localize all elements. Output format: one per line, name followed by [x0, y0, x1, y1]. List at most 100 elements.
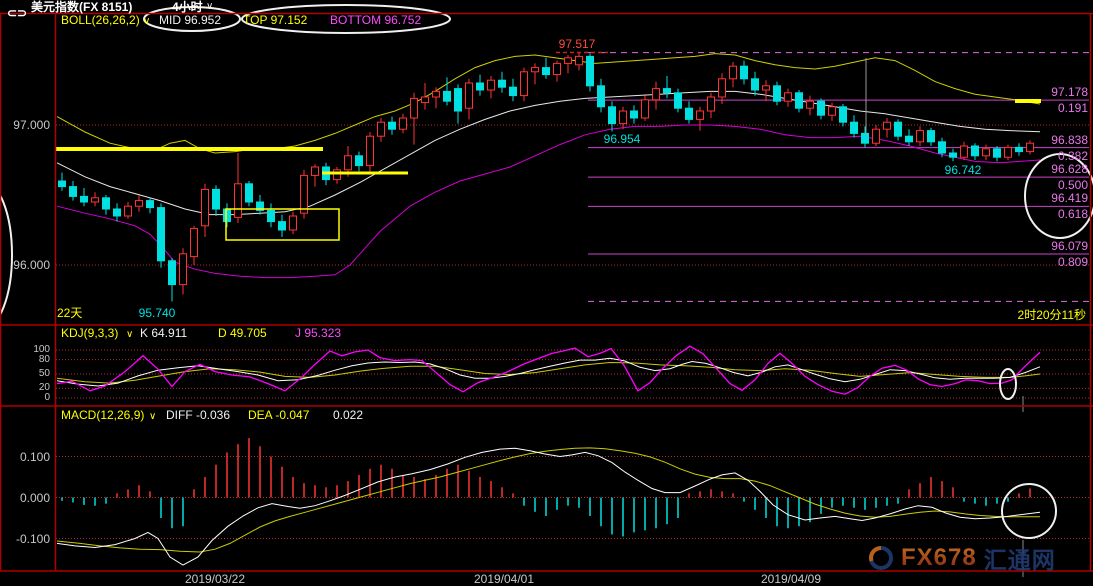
panel-borders [0, 12, 1093, 572]
kdj-axis-label: 80 [38, 353, 50, 365]
candle-up [718, 78, 726, 98]
fib-ratio-label: 0.382 [1057, 148, 1088, 163]
candle-down [212, 188, 220, 210]
candle-down [256, 201, 264, 211]
macd-hist-value: 0.022 [333, 408, 364, 422]
candle-down [861, 132, 869, 144]
candle-down [597, 85, 605, 108]
candle-up [982, 148, 990, 157]
boll-bottom-value: BOTTOM 96.752 [330, 13, 422, 27]
candle-down [388, 121, 396, 130]
candle-up [564, 57, 572, 64]
date-axis-label: 2019/04/09 [760, 572, 822, 586]
candle-up [432, 90, 440, 98]
instrument-icon: ⊂⊃ [7, 6, 28, 20]
boll-indicator-label[interactable]: BOLL(26,26,2) [61, 13, 140, 27]
candle-down [509, 86, 517, 97]
candle-up [828, 106, 836, 116]
candle-up [729, 65, 737, 80]
candle-up [1004, 146, 1012, 158]
candle-down [454, 88, 462, 112]
candle-up [300, 174, 308, 214]
macd-axis-label: -0.100 [15, 531, 50, 546]
candle-up [333, 169, 341, 181]
candle-up [465, 82, 473, 109]
candle-down [542, 67, 550, 76]
kdj-j-value: J 95.323 [295, 326, 342, 340]
candle-up [652, 88, 660, 101]
circle-top-bottom-values [241, 4, 451, 34]
candle-up [575, 55, 583, 66]
candle-up [641, 99, 649, 119]
candle-down [663, 88, 671, 94]
timeframe-selector[interactable]: 4小时 [172, 0, 203, 14]
boll-mid-value: MID 96.952 [159, 13, 222, 27]
candle-up [190, 228, 198, 258]
candle-up [553, 62, 561, 76]
macd-diff-value: DIFF -0.036 [166, 408, 231, 422]
candle-down [1015, 146, 1023, 153]
candle-up [960, 145, 968, 158]
date-axis-label: 2019/04/01 [473, 572, 535, 586]
fx678-logo: FX678 汇通网 [868, 541, 1056, 575]
candle-up [366, 135, 374, 167]
candle-up [520, 71, 528, 97]
candle-up [91, 197, 99, 203]
circle-mid-value [143, 6, 241, 32]
candle-down [80, 195, 88, 203]
candle-up [707, 96, 715, 112]
fib-price-label: 96.628 [1051, 162, 1088, 177]
candle-up [234, 183, 242, 218]
candle-down [58, 180, 66, 188]
macd-layer [56, 438, 1041, 566]
crash-low-label: 95.740 [138, 306, 176, 320]
candle-up [1026, 142, 1034, 153]
fib-ratio-label: 0.809 [1057, 254, 1088, 269]
candle-down [674, 92, 682, 109]
fib-ratio-label: 0.191 [1057, 101, 1088, 116]
candle-down [905, 135, 913, 143]
macd-indicator-label[interactable]: MACD(12,26,9) [61, 408, 145, 422]
kdj-chevron-icon[interactable]: ∨ [126, 329, 134, 340]
fib-ratio-label: 0.500 [1057, 178, 1088, 193]
candle-down [817, 100, 825, 116]
candle-down [740, 65, 748, 80]
macd-axis-label: 0.000 [19, 490, 50, 505]
candle-down [168, 260, 176, 286]
circle-kdj-cross [999, 368, 1017, 400]
kdj-k-value: K 64.911 [140, 326, 188, 340]
candle-up [806, 100, 814, 109]
window-title: 美元指数(FX 8151) [31, 0, 133, 14]
date-axis-label: 2019/03/22 [184, 572, 246, 586]
kdj-axis-label: 50 [38, 368, 50, 379]
candle-down [850, 121, 858, 134]
candle-down [773, 85, 781, 102]
consolidation-box [225, 208, 340, 241]
candle-up [377, 121, 385, 137]
candle-up [619, 110, 627, 125]
candle-down [113, 208, 121, 217]
kdj-axis-label: 100 [33, 344, 50, 355]
kdj-indicator-label[interactable]: KDJ(9,3,3) [61, 326, 119, 340]
circle-fib-zone [1024, 153, 1093, 239]
candle-down [498, 79, 506, 88]
candle-down [586, 55, 594, 87]
candle-up [410, 97, 418, 119]
grid-layer [56, 124, 1089, 539]
candle-down [685, 107, 693, 120]
candle-up [916, 130, 924, 143]
fib-ratio-label: 0.618 [1057, 207, 1088, 222]
pullback-low-label: 96.954 [603, 132, 641, 146]
price-axis-label: 97.000 [13, 118, 50, 132]
kdj-axis-label: 20 [38, 382, 50, 394]
candle-down [267, 209, 275, 223]
fib-price-label: 97.178 [1051, 85, 1088, 100]
candle-down [938, 141, 946, 154]
macd-chevron-icon[interactable]: ∨ [149, 411, 157, 422]
timeframe-chevron-icon[interactable]: ∨ [206, 1, 214, 12]
candle-down [245, 183, 253, 203]
candle-down [993, 148, 1001, 158]
boll-chevron-icon[interactable]: ∨ [143, 16, 151, 27]
candle-up [872, 128, 880, 144]
